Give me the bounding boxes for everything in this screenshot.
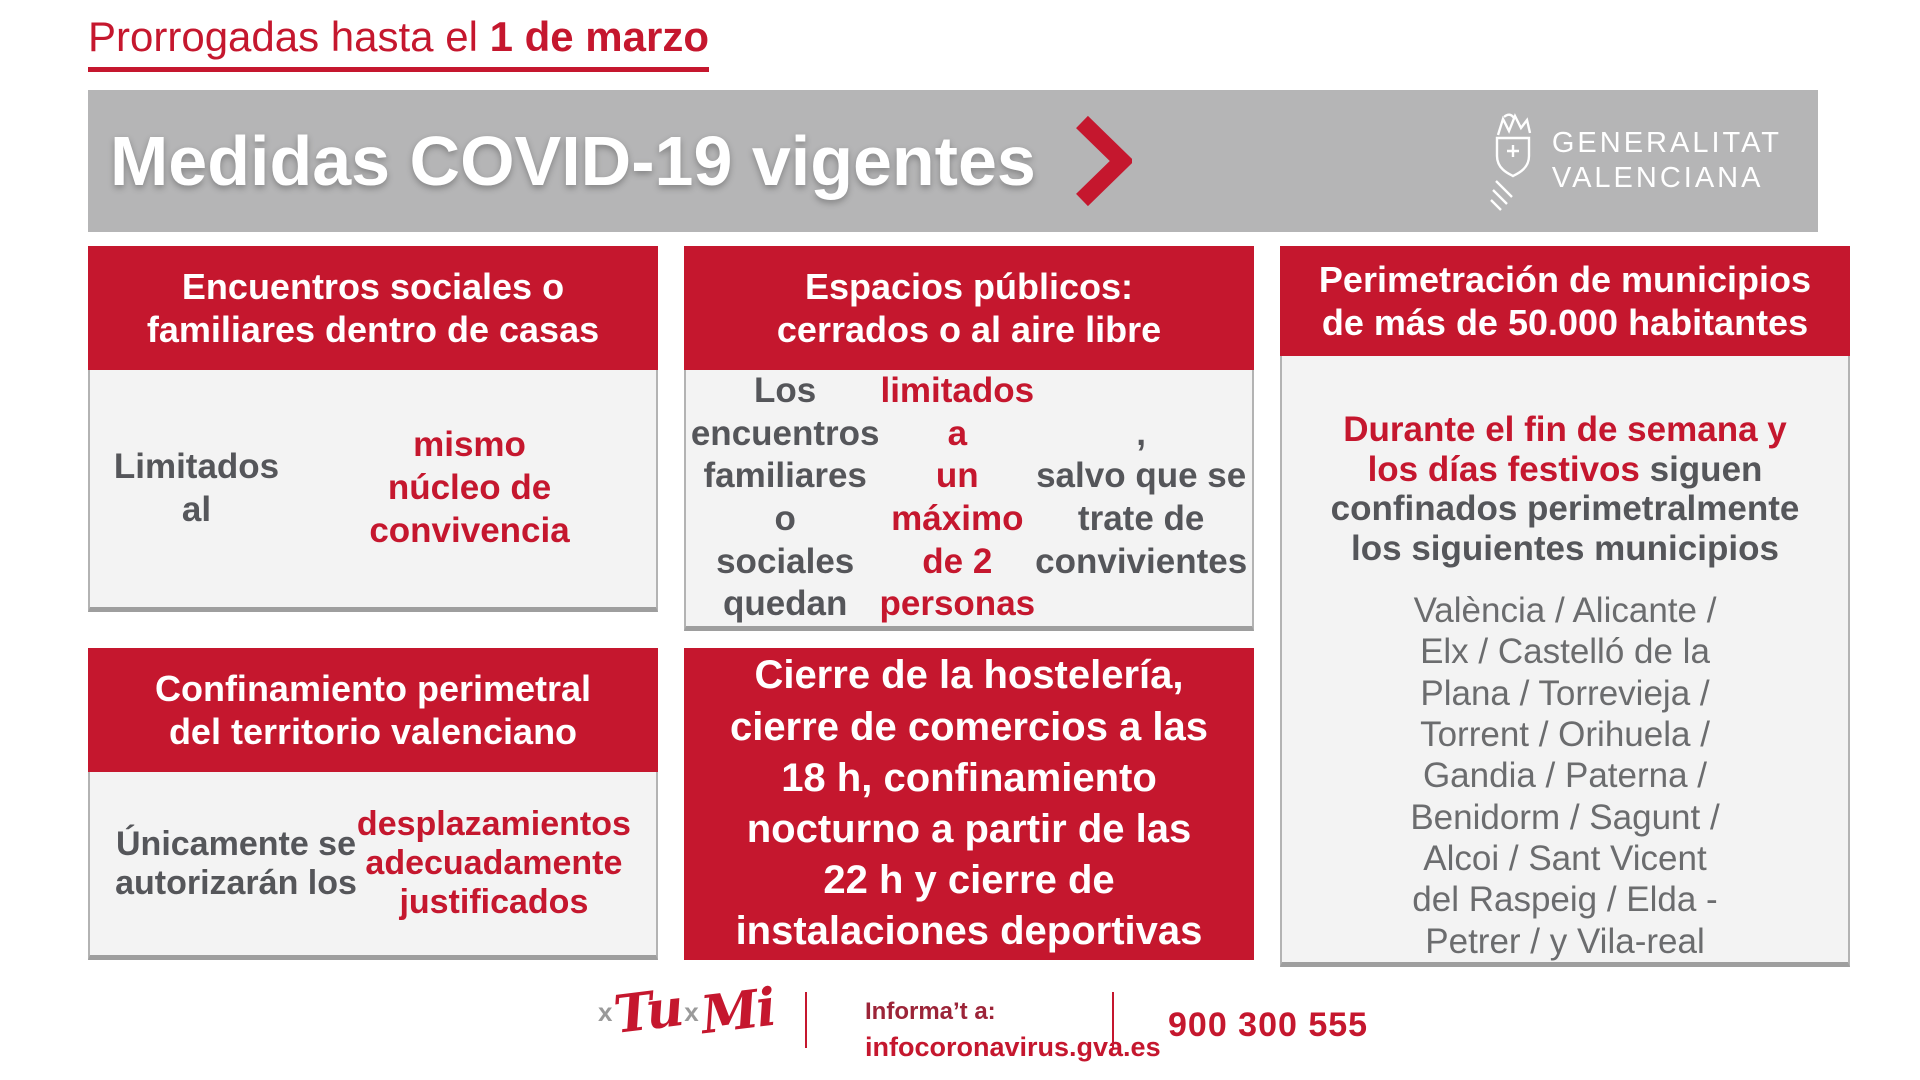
gva-logo-line2: VALENCIANA xyxy=(1551,162,1764,194)
perimetracion-intro: Durante el fin de semana y los días fest… xyxy=(1331,410,1800,568)
card-cierre-hosteleria: Cierre de la hostelería, cierre de comer… xyxy=(684,648,1254,960)
municipios-list: València / Alicante / Elx / Castelló de … xyxy=(1410,591,1720,961)
card-encuentros-header: Encuentros sociales o familiares dentro … xyxy=(88,246,658,370)
card-perimetracion-header: Perimetración de municipios de más de 50… xyxy=(1280,246,1850,356)
column-center: Espacios públicos: cerrados o al aire li… xyxy=(684,246,1254,960)
text-segment: Los encuentros familiares o sociales que… xyxy=(690,371,880,624)
text-segment: Limitados al xyxy=(113,446,280,529)
footer-info-url: infocoronavirus.gva.es xyxy=(865,1032,1161,1062)
text-segment: Prorrogadas hasta el xyxy=(88,13,490,60)
gva-crest-icon xyxy=(1490,113,1532,211)
xtuxmi-mi: Mi xyxy=(697,976,778,1047)
card-confinamiento-header: Confinamiento perimetral del territorio … xyxy=(88,648,658,772)
measures-grid: Encuentros sociales o familiares dentro … xyxy=(88,246,1850,967)
xtuxmi-logo: x Tu x Mi xyxy=(598,977,777,1046)
card-perimetracion-body: Durante el fin de semana y los días fest… xyxy=(1280,356,1850,967)
text-segment: mismo núcleo de convivencia xyxy=(369,425,570,550)
banner-title-group: Medidas COVID-19 vigentes xyxy=(110,114,1132,208)
banner: Medidas COVID-19 vigentes GENERALITAT VA… xyxy=(88,90,1818,232)
card-encuentros-sociales: Encuentros sociales o familiares dentro … xyxy=(88,246,658,612)
text-segment: desplazamientos adecuadamente justificad… xyxy=(356,805,631,921)
card-confinamiento-body: Únicamente se autorizarán los desplazami… xyxy=(88,772,658,960)
footer-divider-right xyxy=(1112,992,1114,1048)
card-espacios-publicos: Espacios públicos: cerrados o al aire li… xyxy=(684,246,1254,632)
footer-divider-left xyxy=(805,992,807,1048)
card-confinamiento-perimetral: Confinamiento perimetral del territorio … xyxy=(88,648,658,960)
generalitat-valenciana-logo: GENERALITAT VALENCIANA xyxy=(1490,111,1782,211)
chevron-right-icon xyxy=(1075,115,1132,207)
card-espacios-header: Espacios públicos: cerrados o al aire li… xyxy=(684,246,1254,370)
text-segment: , salvo que se trate de convivientes xyxy=(1035,413,1248,581)
column-left: Encuentros sociales o familiares dentro … xyxy=(88,246,658,960)
gva-logo-line1: GENERALITAT xyxy=(1551,127,1782,160)
footer-phone-number: 900 300 555 xyxy=(1168,1006,1369,1044)
gva-logo-text: GENERALITAT VALENCIANA xyxy=(1552,126,1782,196)
card-perimetracion-municipios: Perimetración de municipios de más de 50… xyxy=(1280,246,1850,967)
card-encuentros-body: Limitados al mismo núcleo de convivencia xyxy=(88,370,658,612)
text-segment: limitados a un máximo de 2 personas xyxy=(879,371,1036,624)
text-segment: 1 de marzo xyxy=(489,13,709,60)
pretitle: Prorrogadas hasta el 1 de marzo xyxy=(88,13,709,73)
column-right: Perimetración de municipios de más de 50… xyxy=(1280,246,1850,967)
text-segment: siguen confinados perimetralmente los si… xyxy=(1330,449,1800,568)
footer-info-label: Informa’t a: xyxy=(865,998,996,1025)
footer-info-block: Informa’t a: infocoronavirus.gva.es xyxy=(865,998,1161,1063)
xtuxmi-x2: x xyxy=(684,997,699,1027)
card-espacios-body: Los encuentros familiares o sociales que… xyxy=(684,370,1254,632)
text-segment: Únicamente se autorizarán los xyxy=(115,824,357,902)
xtuxmi-x1: x xyxy=(598,997,613,1027)
text-segment: Durante el fin de semana y los días fest… xyxy=(1343,410,1787,489)
page-title: Medidas COVID-19 vigentes xyxy=(110,122,1036,200)
xtuxmi-tu: Tu xyxy=(610,977,686,1046)
